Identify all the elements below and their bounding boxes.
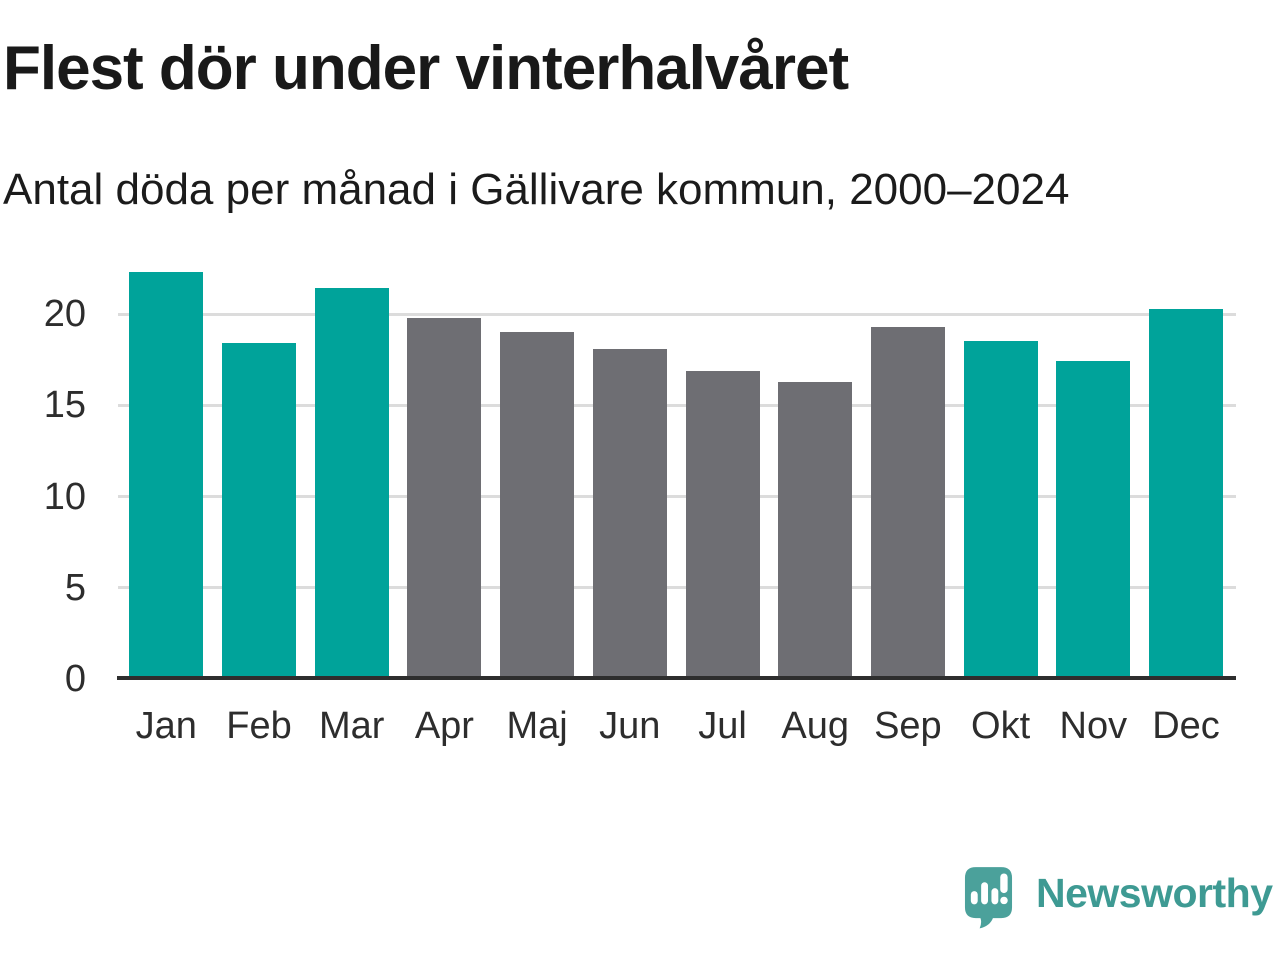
x-axis-label-feb: Feb bbox=[226, 705, 292, 747]
x-axis-label-sep: Sep bbox=[874, 705, 942, 747]
bar-jan bbox=[129, 272, 204, 679]
y-axis-tick-15: 15 bbox=[43, 384, 86, 427]
bar-okt bbox=[963, 341, 1038, 679]
chart-subtitle: Antal döda per månad i Gällivare kommun,… bbox=[3, 165, 1070, 214]
bar-sep bbox=[870, 326, 945, 679]
y-axis-tick-5: 5 bbox=[64, 566, 86, 609]
gridline-15 bbox=[118, 403, 1236, 407]
x-axis-label-dec: Dec bbox=[1152, 705, 1220, 747]
gridline-20 bbox=[118, 312, 1236, 316]
x-axis-line bbox=[117, 676, 1236, 680]
bar-aug bbox=[778, 381, 853, 679]
newsworthy-logo: Newsworthy bbox=[963, 865, 1273, 931]
bar-jun bbox=[592, 348, 667, 679]
x-axis-label-aug: Aug bbox=[781, 705, 849, 747]
bar-mar bbox=[314, 288, 389, 679]
x-axis-label-okt: Okt bbox=[971, 705, 1031, 747]
gridline-5 bbox=[118, 586, 1236, 590]
x-axis-label-apr: Apr bbox=[414, 705, 474, 747]
x-axis-label-jun: Jun bbox=[599, 705, 661, 747]
y-axis-tick-20: 20 bbox=[43, 293, 86, 335]
newsworthy-logo-text: Newsworthy bbox=[1036, 870, 1273, 916]
x-axis-label-maj: Maj bbox=[506, 705, 568, 747]
x-axis-label-nov: Nov bbox=[1059, 705, 1128, 747]
bar-jul bbox=[685, 370, 760, 679]
x-axis-label-jan: Jan bbox=[135, 705, 197, 747]
newsworthy-bubble-chart-icon bbox=[963, 865, 1014, 935]
x-axis-label-jul: Jul bbox=[698, 705, 747, 747]
gridline-10 bbox=[118, 495, 1236, 498]
bar-apr bbox=[407, 317, 482, 679]
bar-maj bbox=[500, 332, 575, 679]
y-axis-tick-10: 10 bbox=[43, 475, 86, 518]
y-axis-tick-0: 0 bbox=[64, 658, 86, 700]
bar-nov bbox=[1056, 361, 1131, 679]
x-axis-label-mar: Mar bbox=[318, 705, 385, 747]
bar-dec bbox=[1149, 308, 1223, 679]
chart-title: Flest dör under vinterhalvåret bbox=[3, 34, 849, 103]
bar-feb bbox=[222, 343, 296, 679]
